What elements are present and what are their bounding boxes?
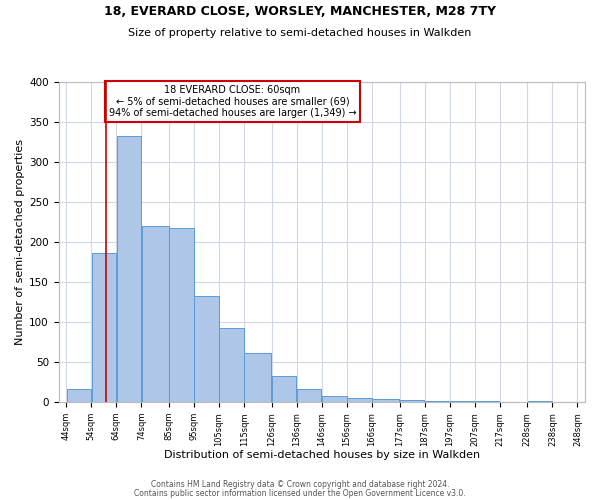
- Bar: [373, 399, 399, 402]
- Bar: [425, 400, 449, 402]
- Text: Contains HM Land Registry data © Crown copyright and database right 2024.: Contains HM Land Registry data © Crown c…: [151, 480, 449, 489]
- Bar: [220, 328, 244, 402]
- Bar: [347, 398, 371, 402]
- Text: 18 EVERARD CLOSE: 60sqm
← 5% of semi-detached houses are smaller (69)
94% of sem: 18 EVERARD CLOSE: 60sqm ← 5% of semi-det…: [109, 85, 356, 118]
- Bar: [67, 390, 91, 402]
- Bar: [297, 390, 322, 402]
- Bar: [169, 228, 194, 402]
- Bar: [142, 226, 169, 402]
- X-axis label: Distribution of semi-detached houses by size in Walkden: Distribution of semi-detached houses by …: [164, 450, 480, 460]
- Bar: [92, 254, 116, 402]
- Bar: [244, 354, 271, 402]
- Text: 18, EVERARD CLOSE, WORSLEY, MANCHESTER, M28 7TY: 18, EVERARD CLOSE, WORSLEY, MANCHESTER, …: [104, 5, 496, 18]
- Text: Size of property relative to semi-detached houses in Walkden: Size of property relative to semi-detach…: [128, 28, 472, 38]
- Bar: [116, 136, 141, 402]
- Y-axis label: Number of semi-detached properties: Number of semi-detached properties: [15, 139, 25, 345]
- Bar: [272, 376, 296, 402]
- Bar: [400, 400, 424, 402]
- Text: Contains public sector information licensed under the Open Government Licence v3: Contains public sector information licen…: [134, 488, 466, 498]
- Bar: [322, 396, 347, 402]
- Bar: [194, 296, 218, 402]
